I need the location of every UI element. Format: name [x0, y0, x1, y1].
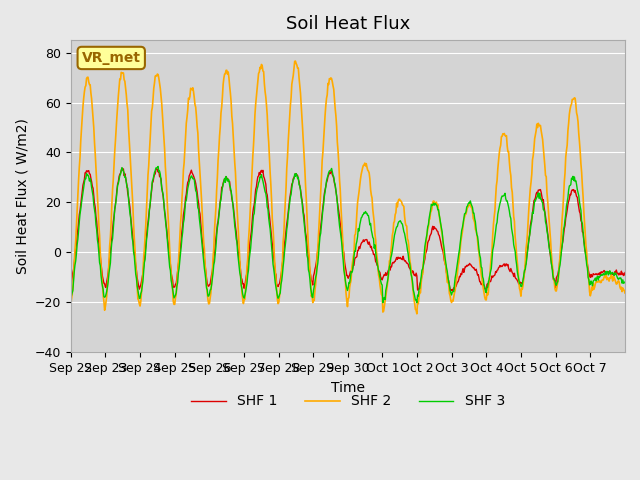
SHF 3 — [621, 279, 629, 285]
Legend: SHF 1, SHF 2, SHF 3: SHF 1, SHF 2, SHF 3 — [186, 389, 510, 414]
SHF 3 — [154, 164, 162, 169]
Text: VR_met: VR_met — [82, 51, 141, 65]
SHF 3 — [438, 225, 445, 231]
Title: Soil Heat Flux: Soil Heat Flux — [285, 15, 410, 33]
SHF 3 — [379, 300, 387, 305]
SHF 2 — [292, 58, 300, 64]
SHF 3 — [234, 256, 242, 262]
SHF 1 — [483, 290, 490, 296]
SHF 1 — [621, 270, 629, 276]
SHF 1 — [406, 265, 413, 271]
SHF 3 — [67, 294, 74, 300]
SHF 2 — [132, 262, 140, 267]
SHF 1 — [262, 181, 269, 187]
SHF 1 — [67, 281, 74, 287]
SHF 2 — [621, 290, 629, 296]
SHF 1 — [132, 267, 140, 273]
SHF 1 — [437, 239, 445, 245]
SHF 2 — [234, 216, 241, 221]
Y-axis label: Soil Heat Flux ( W/m2): Soil Heat Flux ( W/m2) — [15, 118, 29, 274]
SHF 3 — [406, 265, 414, 271]
SHF 1 — [234, 249, 242, 255]
Line: SHF 2: SHF 2 — [70, 61, 625, 314]
SHF 2 — [261, 88, 269, 94]
SHF 2 — [282, 185, 290, 191]
Line: SHF 3: SHF 3 — [70, 167, 625, 302]
SHF 2 — [406, 256, 413, 262]
SHF 2 — [67, 306, 74, 312]
SHF 1 — [118, 165, 126, 171]
SHF 3 — [283, 227, 291, 232]
X-axis label: Time: Time — [331, 381, 365, 395]
SHF 1 — [283, 221, 291, 227]
Line: SHF 1: SHF 1 — [70, 168, 625, 293]
SHF 2 — [438, 228, 445, 233]
SHF 3 — [262, 191, 269, 196]
SHF 2 — [413, 311, 420, 317]
SHF 3 — [132, 271, 140, 277]
